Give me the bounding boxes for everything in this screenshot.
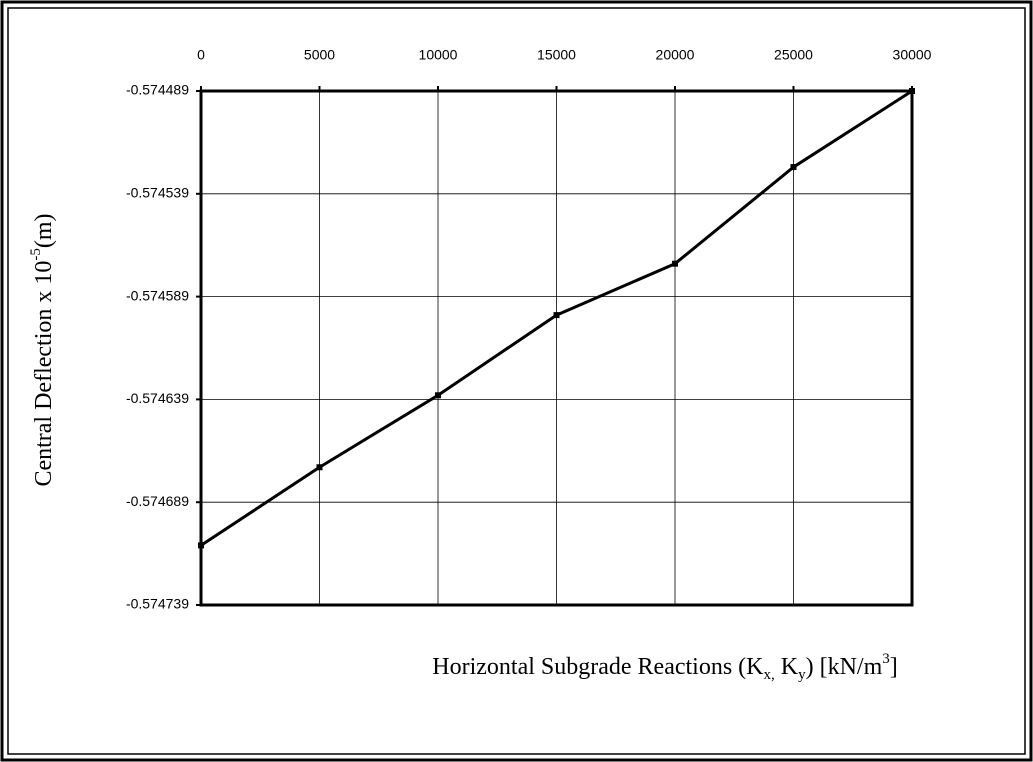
data-point — [316, 464, 323, 471]
y-label-part: (m) — [31, 213, 57, 248]
y-tick-label: -0.574589 — [126, 287, 189, 303]
y-tick-label: -0.574639 — [126, 390, 189, 406]
y-label-part: Central Deflection x 10 — [31, 261, 57, 487]
x-tick-label: 20000 — [656, 47, 695, 63]
x-label-part: ) [kN/m — [806, 654, 883, 680]
x-label-sub: x, — [764, 667, 775, 683]
data-point — [198, 542, 204, 549]
x-axis-label: Horizontal Subgrade Reactions (Kx, Ky) [… — [432, 651, 898, 683]
x-tick-label: 0 — [197, 47, 205, 63]
inner-frame — [7, 7, 1026, 755]
data-point — [672, 260, 678, 267]
x-label-sub: y — [798, 667, 806, 683]
x-tick-label: 15000 — [537, 47, 576, 63]
x-tick-label: 10000 — [419, 47, 458, 63]
data-point — [435, 392, 441, 399]
data-point — [553, 312, 560, 319]
data-point — [909, 88, 915, 94]
y-tick-label: -0.574489 — [126, 82, 189, 98]
y-axis-label: Central Deflection x 10-5(m) — [28, 213, 56, 486]
x-label-part: ] — [890, 654, 898, 680]
x-label-part: Horizontal Subgrade Reactions (K — [432, 654, 764, 680]
y-tick-label: -0.574689 — [126, 493, 189, 509]
data-point — [790, 164, 797, 171]
y-tick-label: -0.574739 — [126, 596, 189, 612]
plot-frame — [199, 89, 914, 607]
y-label-sup: -5 — [28, 248, 44, 261]
x-tick-label: 25000 — [774, 47, 813, 63]
y-tick-label: -0.574539 — [126, 185, 189, 201]
x-tick-label: 5000 — [304, 47, 335, 63]
x-label-sup: 3 — [882, 651, 890, 667]
x-tick-label: 30000 — [893, 47, 932, 63]
x-label-part: K — [775, 654, 799, 680]
